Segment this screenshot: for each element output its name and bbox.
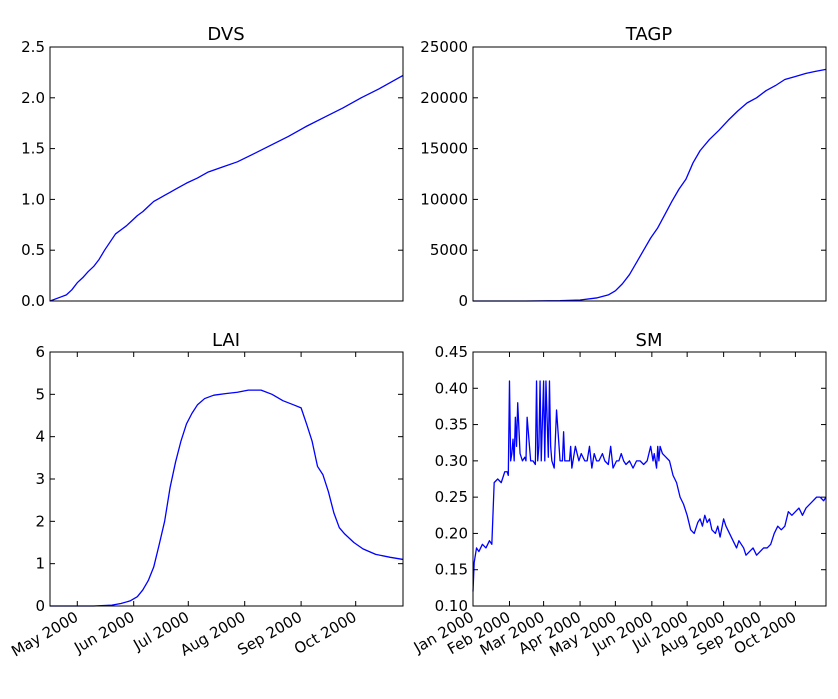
panel-title: TAGP (625, 24, 673, 45)
axes-frame (49, 46, 404, 302)
y-tick-label: 4 (35, 428, 45, 446)
y-tick-label: 20000 (420, 89, 468, 107)
y-tick-label: 0.15 (435, 561, 468, 579)
y-tick-label: 0.25 (435, 488, 468, 506)
plot-area: 0.0 0.5 1.0 1.5 2.0 2.5 (21, 38, 404, 310)
series-line (472, 380, 827, 592)
axes-frame (472, 351, 827, 607)
panel-tagp: TAGP 0 5000 10000 15000 20000 25000 (420, 24, 827, 310)
plot-area: 0 5000 10000 15000 20000 25000 (420, 38, 827, 310)
y-tick-label: 0 (458, 292, 468, 310)
series-line (50, 389, 404, 607)
y-tick-label: 0.20 (435, 524, 468, 542)
y-tick-label: 1.0 (21, 190, 45, 208)
y-tick-label: 1 (35, 555, 45, 573)
y-tick-label: 0.45 (435, 343, 468, 361)
y-tick-label: 0.10 (435, 597, 468, 615)
y-tick-label: 0.0 (21, 292, 45, 310)
y-tick-label: 2.5 (21, 38, 45, 56)
y-tick-label: 2 (35, 512, 45, 530)
y-tick-label: 15000 (420, 140, 468, 158)
y-tick-label: 5000 (430, 241, 468, 259)
axes-frame (472, 46, 827, 302)
y-tick-label: 10000 (420, 190, 468, 208)
y-tick-label: 0.5 (21, 241, 45, 259)
y-tick-label: 1.5 (21, 140, 45, 158)
panel-dvs: DVS 0.0 0.5 1.0 1.5 2.0 2.5 (21, 24, 404, 310)
panel-title: DVS (207, 24, 244, 45)
panel-title: LAI (212, 330, 240, 351)
y-tick-label: 25000 (420, 38, 468, 56)
series-line (473, 68, 827, 302)
y-tick-label: 6 (35, 343, 45, 361)
y-tick-label: 2.0 (21, 89, 45, 107)
panel-title: SM (636, 330, 663, 351)
y-tick-label: 0.35 (435, 416, 468, 434)
y-tick-label: 0.40 (435, 379, 468, 397)
y-tick-label: 0.30 (435, 452, 468, 470)
y-tick-label: 0 (35, 597, 45, 615)
y-tick-label: 3 (35, 470, 45, 488)
y-tick-label: 5 (35, 385, 45, 403)
series-line (49, 74, 404, 302)
